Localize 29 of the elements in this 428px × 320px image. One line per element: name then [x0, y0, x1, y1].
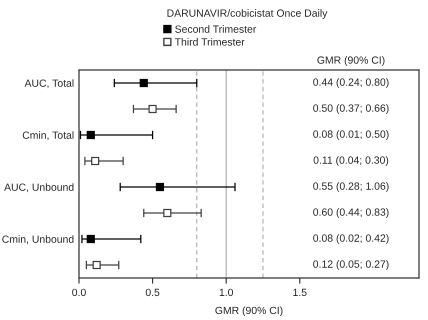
- point: [163, 208, 172, 218]
- point: [86, 234, 95, 244]
- text: GMR (90% CI): [317, 56, 384, 66]
- x-tick-label: 0.5: [146, 288, 160, 296]
- legend-label: Third Trimester: [174, 38, 245, 46]
- y-tick-label: Cmin, Unbound: [2, 235, 74, 244]
- legend-label: Second Trimester: [175, 25, 256, 33]
- annotation: 0.55 (0.28; 1.06): [313, 182, 389, 192]
- annotation: 0.08 (0.02; 0.42): [313, 234, 389, 244]
- y-tick-label: AUC, Total: [24, 79, 74, 88]
- point: [92, 260, 101, 270]
- annotation: 0.11 (0.04; 0.30): [314, 156, 388, 166]
- point: [156, 182, 164, 192]
- x-axis-title: GMR (90% CI): [215, 306, 282, 316]
- annotation: 0.44 (0.24; 0.80): [313, 78, 389, 88]
- annotation: 0.08 (0.01; 0.50): [313, 130, 389, 140]
- y-tick-label: Cmin, Total: [22, 131, 74, 140]
- annotation: 0.50 (0.37; 0.66): [313, 104, 389, 114]
- x-tick-label: 1.5: [293, 288, 307, 296]
- point: [140, 78, 148, 88]
- chart-title: DARUNAVIR/cobicistat Once Daily: [167, 9, 328, 19]
- y-tick-label: AUC, Unbound: [4, 183, 74, 192]
- point: [86, 130, 95, 140]
- annotation: 0.60 (0.44; 0.83): [313, 208, 389, 218]
- point: [148, 104, 157, 114]
- point: [91, 156, 100, 166]
- x-tick-label: 1.0: [220, 288, 234, 296]
- annotation: 0.12 (0.05; 0.27): [313, 260, 389, 270]
- x-tick-label: 0.0: [72, 288, 86, 296]
